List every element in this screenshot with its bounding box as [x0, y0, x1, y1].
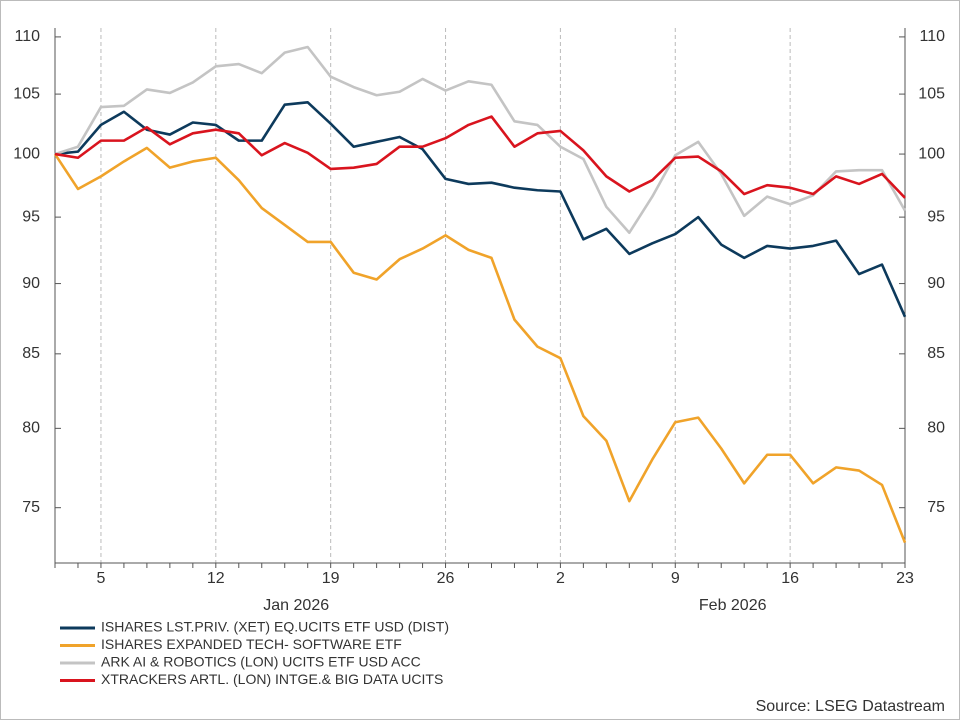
- month-label: Jan 2026: [263, 597, 329, 614]
- y-tick-label: 110: [919, 28, 945, 45]
- series-line: [54, 115, 906, 199]
- y-tick-label: 90: [22, 275, 40, 292]
- legend-label: ISHARES LST.PRIV. (XET) EQ.UCITS ETF USD…: [101, 619, 449, 635]
- series-line: [54, 101, 907, 318]
- month-label: Feb 2026: [699, 597, 767, 614]
- x-tick-label: 5: [96, 570, 105, 587]
- y-tick-label: 90: [927, 275, 945, 292]
- legend-label: ARK AI & ROBOTICS (LON) UCITS ETF USD AC…: [101, 654, 421, 670]
- y-tick-label: 100: [918, 145, 945, 162]
- y-tick-label: 85: [22, 345, 40, 362]
- y-tick-label: 85: [927, 345, 945, 362]
- y-tick-label: 105: [918, 85, 945, 102]
- x-tick-label: 19: [322, 570, 340, 587]
- series-line: [54, 45, 907, 235]
- x-tick-label: 12: [207, 570, 225, 587]
- x-tick-label: 23: [896, 570, 914, 587]
- legend-label: ISHARES EXPANDED TECH- SOFTWARE ETF: [101, 636, 402, 652]
- x-tick-label: 16: [781, 570, 799, 587]
- y-tick-label: 110: [14, 28, 40, 45]
- y-tick-label: 105: [13, 85, 40, 102]
- y-tick-label: 80: [927, 420, 945, 437]
- y-tick-label: 75: [22, 499, 40, 516]
- source: Source: LSEG Datastream: [756, 698, 945, 715]
- x-tick-label: 2: [556, 570, 565, 587]
- legend-label: XTRACKERS ARTL. (LON) INTGE.& BIG DATA U…: [101, 671, 443, 687]
- y-tick-label: 80: [22, 420, 40, 437]
- y-tick-label: 75: [927, 499, 945, 516]
- y-tick-label: 95: [22, 208, 40, 225]
- series-line: [53, 146, 907, 544]
- y-tick-label: 95: [927, 208, 945, 225]
- x-tick-label: 26: [437, 570, 455, 587]
- y-tick-label: 100: [13, 145, 40, 162]
- x-tick-label: 9: [671, 570, 680, 587]
